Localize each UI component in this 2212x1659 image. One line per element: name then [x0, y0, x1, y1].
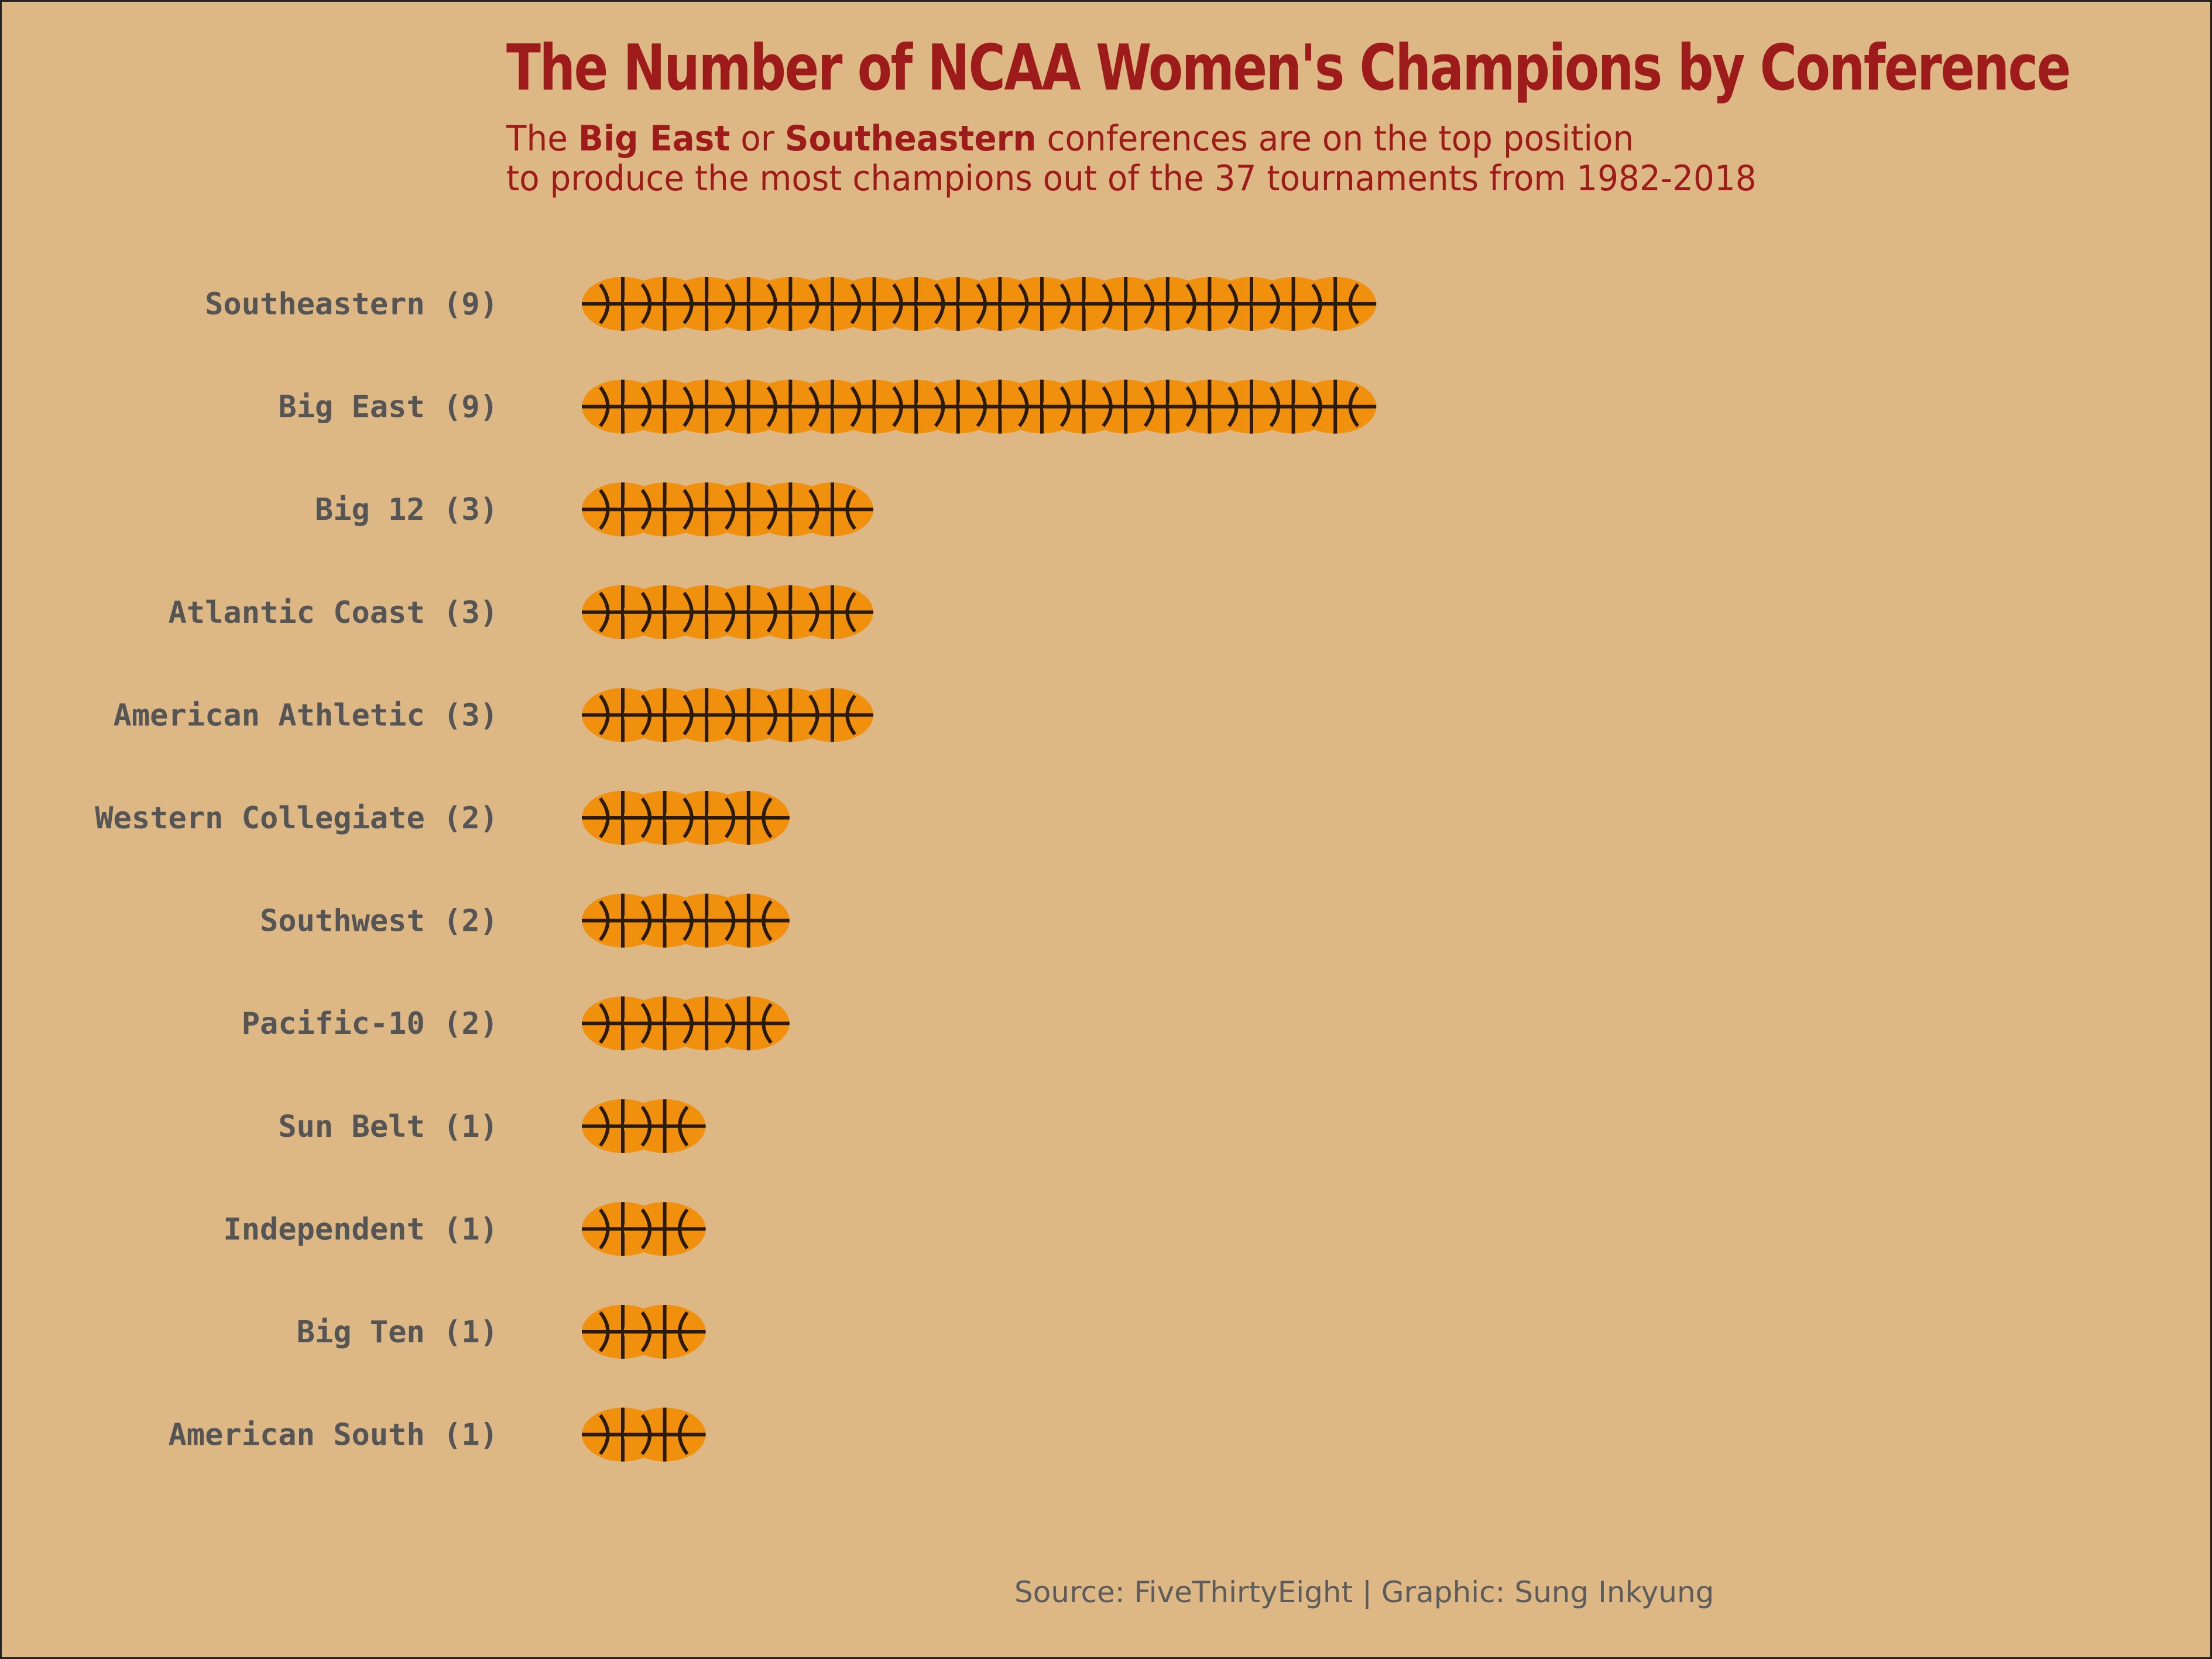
category-label: Independent (1) — [223, 1212, 498, 1247]
subtitle-highlight-southeastern: Southeastern — [784, 118, 1037, 159]
chart-row: Western Collegiate (2) — [95, 791, 790, 845]
category-label: Western Collegiate (2) — [95, 801, 498, 836]
basketball-icon — [791, 585, 873, 639]
pictograph-bar — [582, 1202, 706, 1256]
category-label: American South (1) — [168, 1418, 498, 1453]
pictograph-bar — [582, 482, 873, 537]
subtitle-middle: or — [730, 118, 785, 159]
chart-row: Southwest (2) — [260, 893, 790, 948]
basketball-icon — [1294, 379, 1377, 434]
subtitle-suffix: conferences are on the top position — [1036, 118, 1634, 159]
pictograph-bar — [582, 996, 790, 1051]
pictograph-bar — [582, 791, 790, 845]
chart-subtitle: The Big East or Southeastern conferences… — [506, 119, 1757, 198]
basketball-icon — [707, 996, 790, 1051]
basketball-icon — [707, 791, 790, 845]
category-label: Big Ten (1) — [297, 1315, 498, 1350]
subtitle-highlight-big-east: Big East — [578, 118, 731, 159]
category-label: Big East (9) — [278, 390, 498, 425]
category-label: Pacific-10 (2) — [242, 1006, 498, 1041]
category-label: American Athletic (3) — [114, 698, 498, 733]
chart-row: Big Ten (1) — [297, 1305, 706, 1359]
category-label: Big 12 (3) — [315, 492, 498, 527]
basketball-icon — [791, 688, 873, 742]
basketball-icon — [623, 1202, 706, 1256]
basketball-icon — [707, 893, 790, 948]
subtitle-line-1: The Big East or Southeastern conferences… — [506, 119, 1757, 159]
basketball-icon — [623, 1305, 706, 1359]
chart-row: Big East (9) — [278, 379, 1377, 434]
basketball-icon — [623, 1099, 706, 1153]
chart-row: American South (1) — [168, 1407, 706, 1462]
subtitle-line-2: to produce the most champions out of the… — [506, 158, 1757, 199]
pictograph-bar — [582, 277, 1377, 331]
source-caption: Source: FiveThirtyEight | Graphic: Sung … — [1014, 1575, 1714, 1609]
chart-row: American Athletic (3) — [114, 688, 873, 742]
chart-row: Atlantic Coast (3) — [168, 585, 873, 639]
chart-row: Sun Belt (1) — [278, 1099, 706, 1153]
chart-row: Southeastern (9) — [205, 277, 1377, 331]
pictograph-bar — [582, 1305, 706, 1359]
pictograph-bar — [582, 1407, 706, 1462]
category-label: Sun Belt (1) — [278, 1109, 498, 1144]
chart-title: The Number of NCAA Women's Champions by … — [506, 32, 2071, 105]
category-label: Southwest (2) — [260, 904, 498, 939]
chart-row: Pacific-10 (2) — [242, 996, 790, 1051]
subtitle-prefix: The — [506, 118, 578, 159]
basketball-icon — [791, 482, 873, 537]
basketball-icon — [623, 1407, 706, 1462]
pictograph-bar — [582, 585, 873, 639]
chart-row: Independent (1) — [223, 1202, 706, 1256]
chart-row: Big 12 (3) — [315, 482, 873, 537]
pictograph-bar — [582, 688, 873, 742]
pictograph-bar — [582, 893, 790, 948]
basketball-icon — [1294, 277, 1377, 331]
pictograph-bar — [582, 379, 1377, 434]
category-label: Atlantic Coast (3) — [168, 595, 498, 630]
category-label: Southeastern (9) — [205, 287, 498, 322]
pictograph-bar — [582, 1099, 706, 1153]
